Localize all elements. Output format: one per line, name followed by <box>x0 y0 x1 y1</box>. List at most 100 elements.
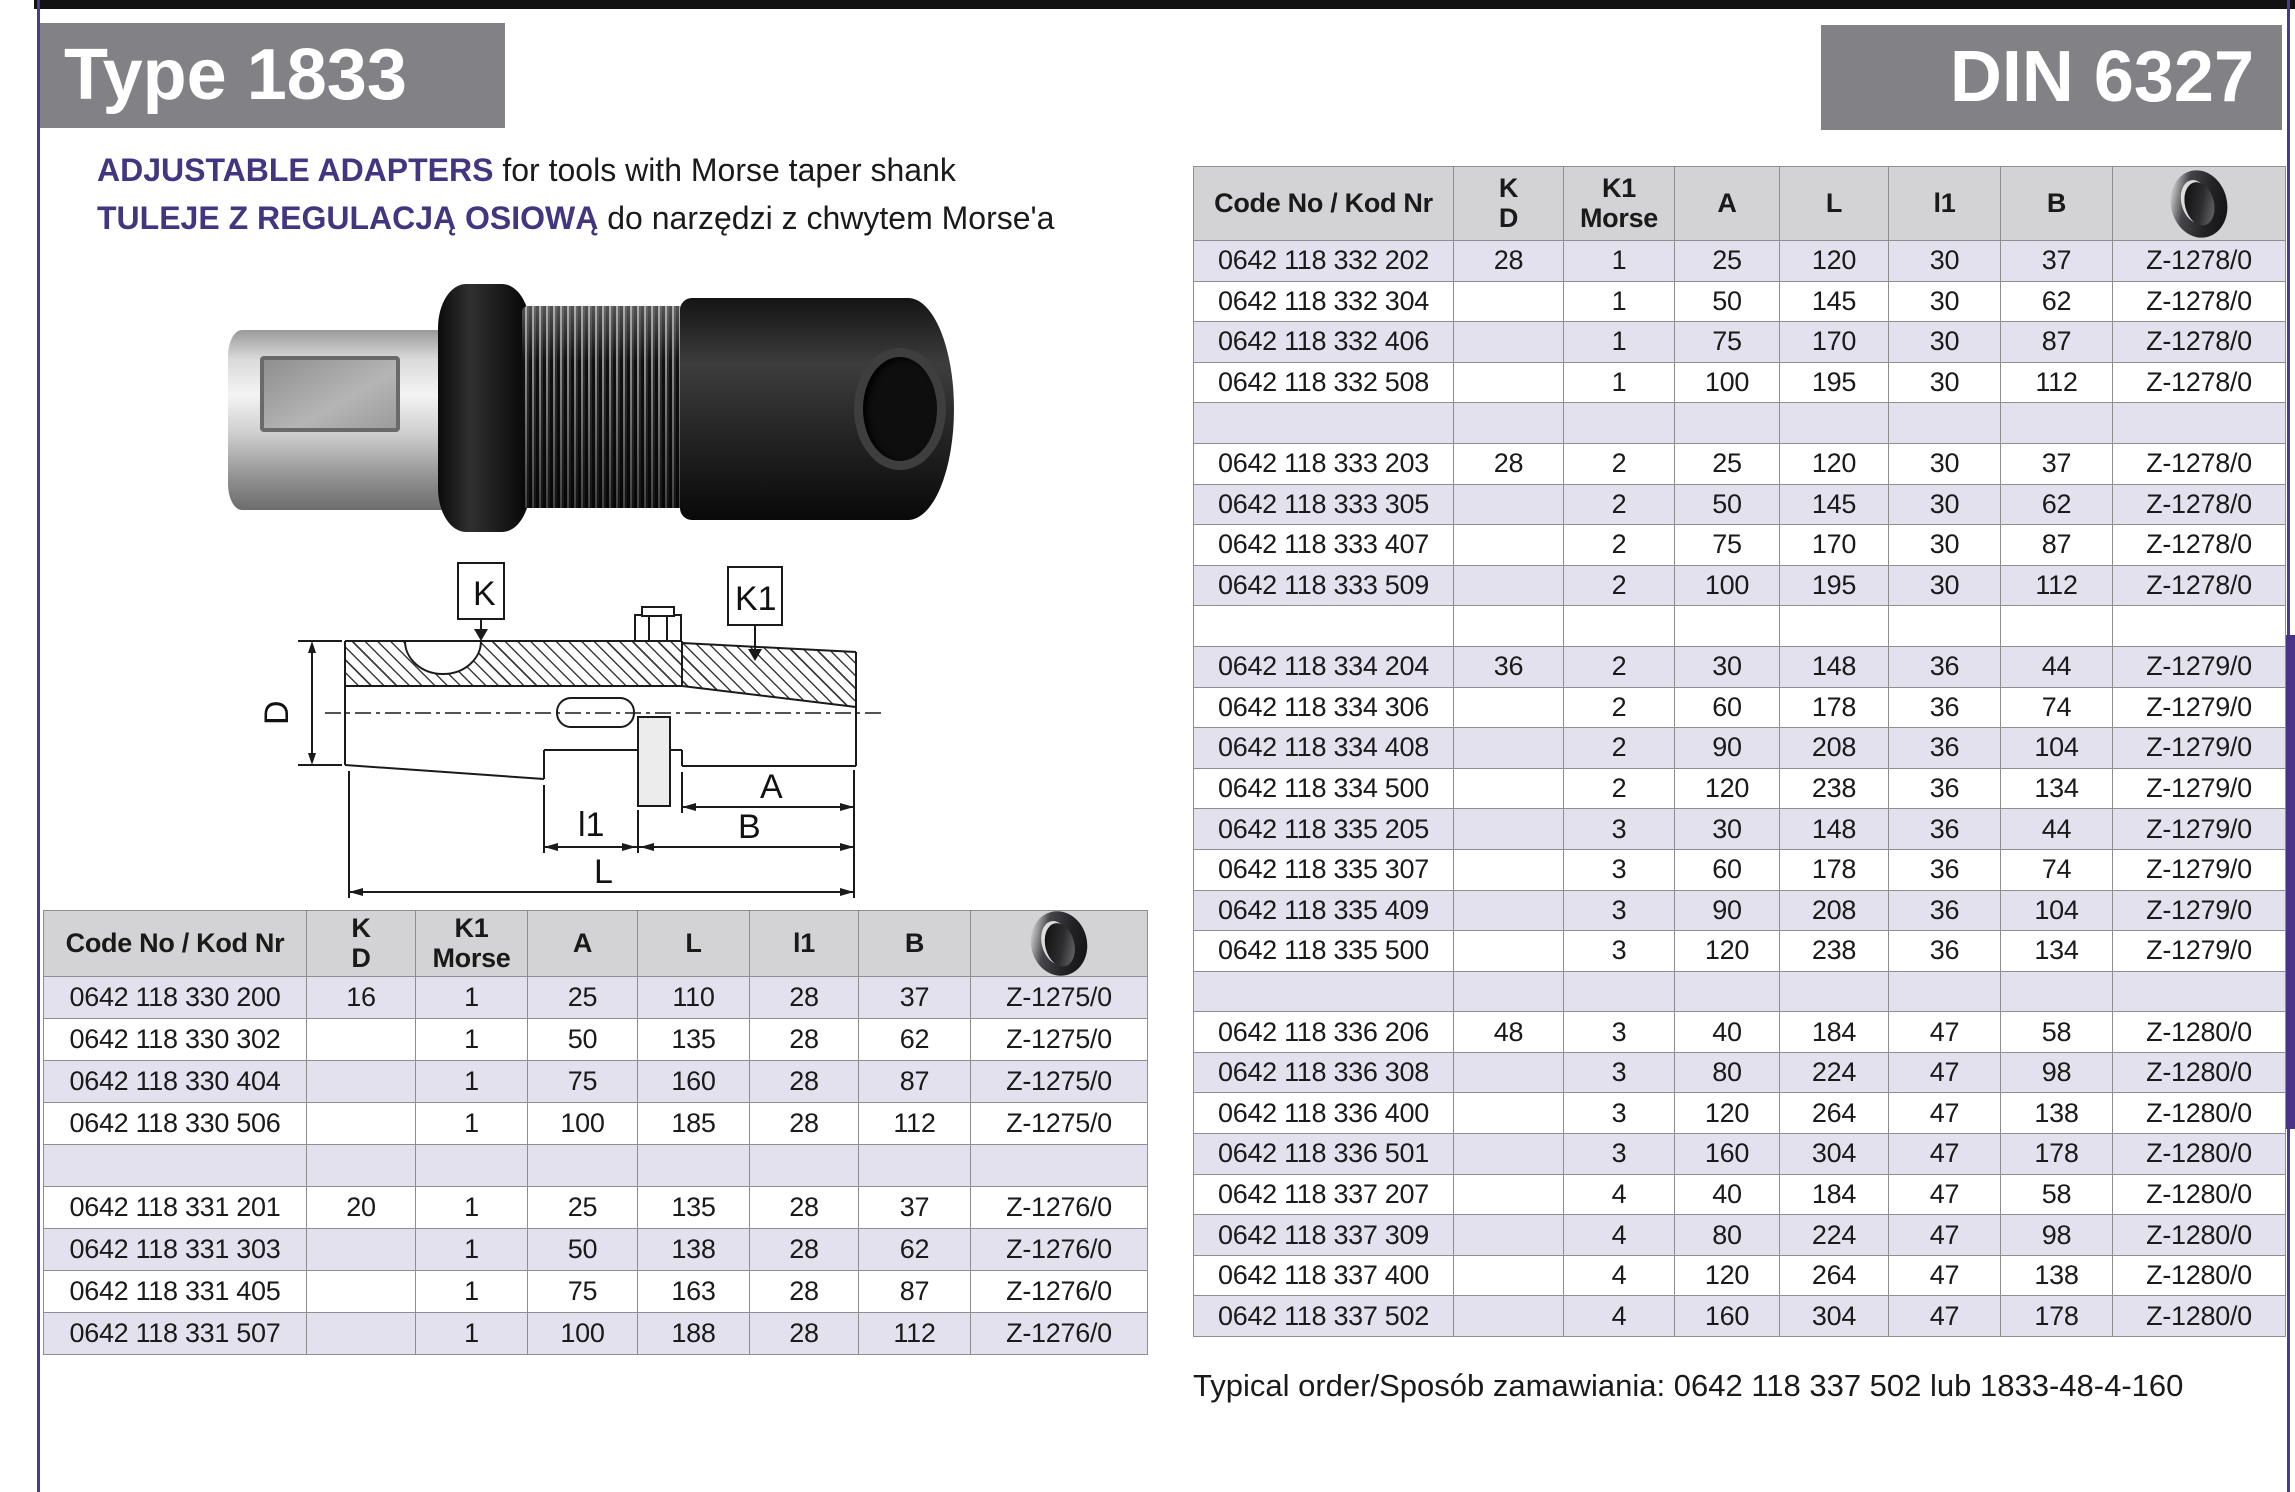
value-cell: Z-1279/0 <box>2113 728 2286 769</box>
photo-socket-body <box>680 298 954 520</box>
value-cell: 37 <box>859 1187 971 1229</box>
value-cell <box>307 1103 416 1145</box>
value-cell: 20 <box>307 1187 416 1229</box>
value-cell: 148 <box>1780 809 1889 850</box>
code-cell: 0642 118 334 408 <box>1194 728 1454 769</box>
code-cell: 0642 118 330 506 <box>44 1103 307 1145</box>
ring-icon <box>2163 167 2235 240</box>
value-cell <box>307 1019 416 1061</box>
value-cell: 178 <box>2001 1296 2113 1338</box>
value-cell: 30 <box>1675 809 1780 850</box>
value-cell: 3 <box>1564 890 1675 932</box>
code-cell: 0642 118 337 309 <box>1194 1215 1454 1256</box>
value-cell <box>1454 809 1564 850</box>
value-cell <box>528 1145 638 1187</box>
intro-en-rest: for tools with Morse taper shank <box>493 152 956 188</box>
value-cell: Z-1280/0 <box>2113 1093 2286 1135</box>
value-cell: 3 <box>1564 1093 1675 1135</box>
photo-engraving-patch <box>260 356 400 432</box>
value-cell <box>1454 1215 1564 1256</box>
value-cell: 184 <box>1780 1012 1889 1053</box>
value-cell <box>971 1145 1148 1187</box>
value-cell: 208 <box>1780 890 1889 932</box>
value-cell: 1 <box>416 1271 528 1313</box>
value-cell: Z-1280/0 <box>2113 1134 2286 1175</box>
value-cell: 28 <box>1454 443 1564 485</box>
value-cell: 134 <box>2001 931 2113 972</box>
value-cell <box>1675 971 1780 1013</box>
value-cell: Z-1275/0 <box>971 977 1148 1019</box>
value-cell <box>1889 403 2001 444</box>
photo-bore-hole <box>854 348 946 470</box>
value-cell <box>2113 606 2286 647</box>
column-header: L <box>1780 167 1889 241</box>
value-cell: 1 <box>416 977 528 1019</box>
value-cell: Z-1276/0 <box>971 1229 1148 1271</box>
value-cell: 36 <box>1454 646 1564 688</box>
value-cell: 160 <box>1675 1296 1780 1338</box>
value-cell: 30 <box>1889 525 2001 566</box>
label-A: A <box>760 768 783 806</box>
value-cell: 160 <box>1675 1134 1780 1175</box>
value-cell: 224 <box>1780 1215 1889 1256</box>
value-cell: 135 <box>638 1019 750 1061</box>
value-cell: 163 <box>638 1271 750 1313</box>
value-cell: 112 <box>859 1313 971 1355</box>
code-cell: 0642 118 334 204 <box>1194 646 1454 688</box>
value-cell: 30 <box>1889 565 2001 607</box>
value-cell: 100 <box>528 1103 638 1145</box>
value-cell: Z-1280/0 <box>2113 1255 2286 1297</box>
intro-en-bold: ADJUSTABLE ADAPTERS <box>97 152 494 188</box>
value-cell: 1 <box>416 1061 528 1103</box>
type-title: Type 1833 <box>64 35 407 115</box>
value-cell: 1 <box>416 1313 528 1355</box>
value-cell: 110 <box>638 977 750 1019</box>
value-cell: 185 <box>638 1103 750 1145</box>
column-header: L <box>638 911 750 977</box>
value-cell: 2 <box>1564 484 1675 526</box>
ring-icon <box>1023 911 1095 976</box>
value-cell: 60 <box>1675 849 1780 891</box>
value-cell <box>307 1145 416 1187</box>
value-cell <box>1564 403 1675 444</box>
value-cell: 47 <box>1889 1052 2001 1094</box>
value-cell: 47 <box>1889 1296 2001 1338</box>
code-cell: 0642 118 333 203 <box>1194 443 1454 485</box>
value-cell: 100 <box>1675 565 1780 607</box>
column-header: B <box>859 911 971 977</box>
value-cell <box>1454 971 1564 1013</box>
column-header: A <box>1675 167 1780 241</box>
photo-shank-cylinder <box>228 330 450 510</box>
value-cell: 100 <box>1675 362 1780 404</box>
value-cell: 90 <box>1675 890 1780 932</box>
code-cell: 0642 118 334 500 <box>1194 768 1454 810</box>
value-cell: 36 <box>1889 890 2001 932</box>
value-cell: Z-1280/0 <box>2113 1215 2286 1256</box>
value-cell: 188 <box>638 1313 750 1355</box>
value-cell: 145 <box>1780 484 1889 526</box>
value-cell: 62 <box>2001 484 2113 526</box>
value-cell: 120 <box>1675 931 1780 972</box>
value-cell: 135 <box>638 1187 750 1229</box>
value-cell <box>2113 403 2286 444</box>
value-cell: 120 <box>1675 1093 1780 1135</box>
value-cell: 184 <box>1780 1174 1889 1216</box>
value-cell: Z-1279/0 <box>2113 849 2286 891</box>
value-cell: Z-1279/0 <box>2113 768 2286 810</box>
value-cell <box>1780 971 1889 1013</box>
code-cell: 0642 118 333 305 <box>1194 484 1454 526</box>
label-K: K <box>473 575 496 613</box>
value-cell: Z-1278/0 <box>2113 443 2286 485</box>
value-cell: 112 <box>2001 565 2113 607</box>
value-cell <box>1454 1255 1564 1297</box>
value-cell: 2 <box>1564 728 1675 769</box>
code-cell: 0642 118 331 303 <box>44 1229 307 1271</box>
value-cell: 120 <box>1780 443 1889 485</box>
value-cell: 36 <box>1889 931 2001 972</box>
value-cell <box>1454 1093 1564 1135</box>
value-cell: 3 <box>1564 1012 1675 1053</box>
value-cell: 1 <box>416 1019 528 1061</box>
code-cell: 0642 118 332 508 <box>1194 362 1454 404</box>
